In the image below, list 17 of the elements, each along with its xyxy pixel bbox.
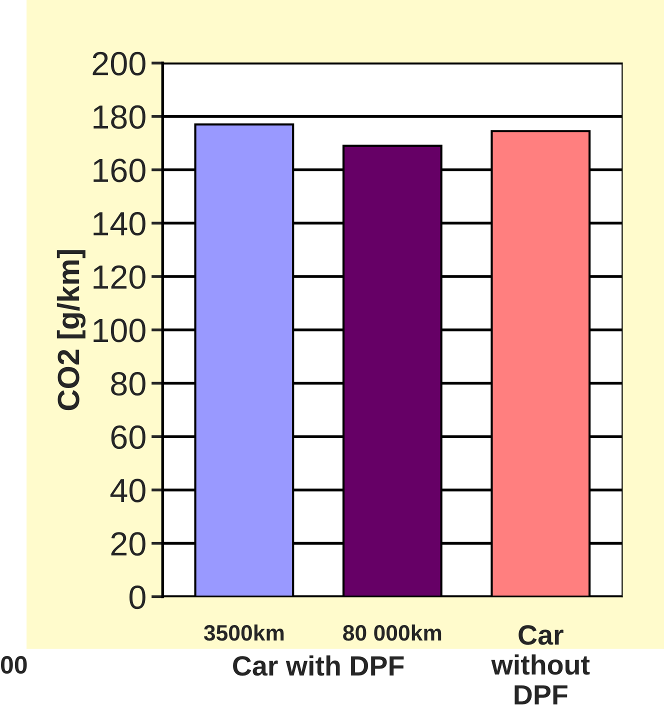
text: Car with DPF — [233, 655, 404, 676]
x-tick-label: 3500km — [204, 624, 284, 641]
y-tick-label: 200 — [92, 52, 146, 76]
y-tick-label: 60 — [111, 425, 146, 449]
y-tick-label: 80 — [111, 372, 146, 396]
y-tick-label: 20 — [111, 532, 146, 556]
y-tick-label: 100 — [94, 318, 146, 342]
y-tick-label: 0 — [129, 585, 146, 610]
x-tick-label: Car without DPF — [491, 625, 590, 704]
y-axis-title: CO2 [g/km] — [56, 250, 86, 410]
y-tick-label: 120 — [94, 265, 146, 289]
y-tick-label: 160 — [94, 158, 146, 182]
y-tick-label: 140 — [94, 212, 146, 236]
y-tick-label: 40 — [110, 478, 146, 502]
x-tick-label: 80 000km — [343, 624, 442, 641]
y-tick-label: 180 — [94, 105, 146, 129]
text: 00 — [0, 656, 27, 674]
